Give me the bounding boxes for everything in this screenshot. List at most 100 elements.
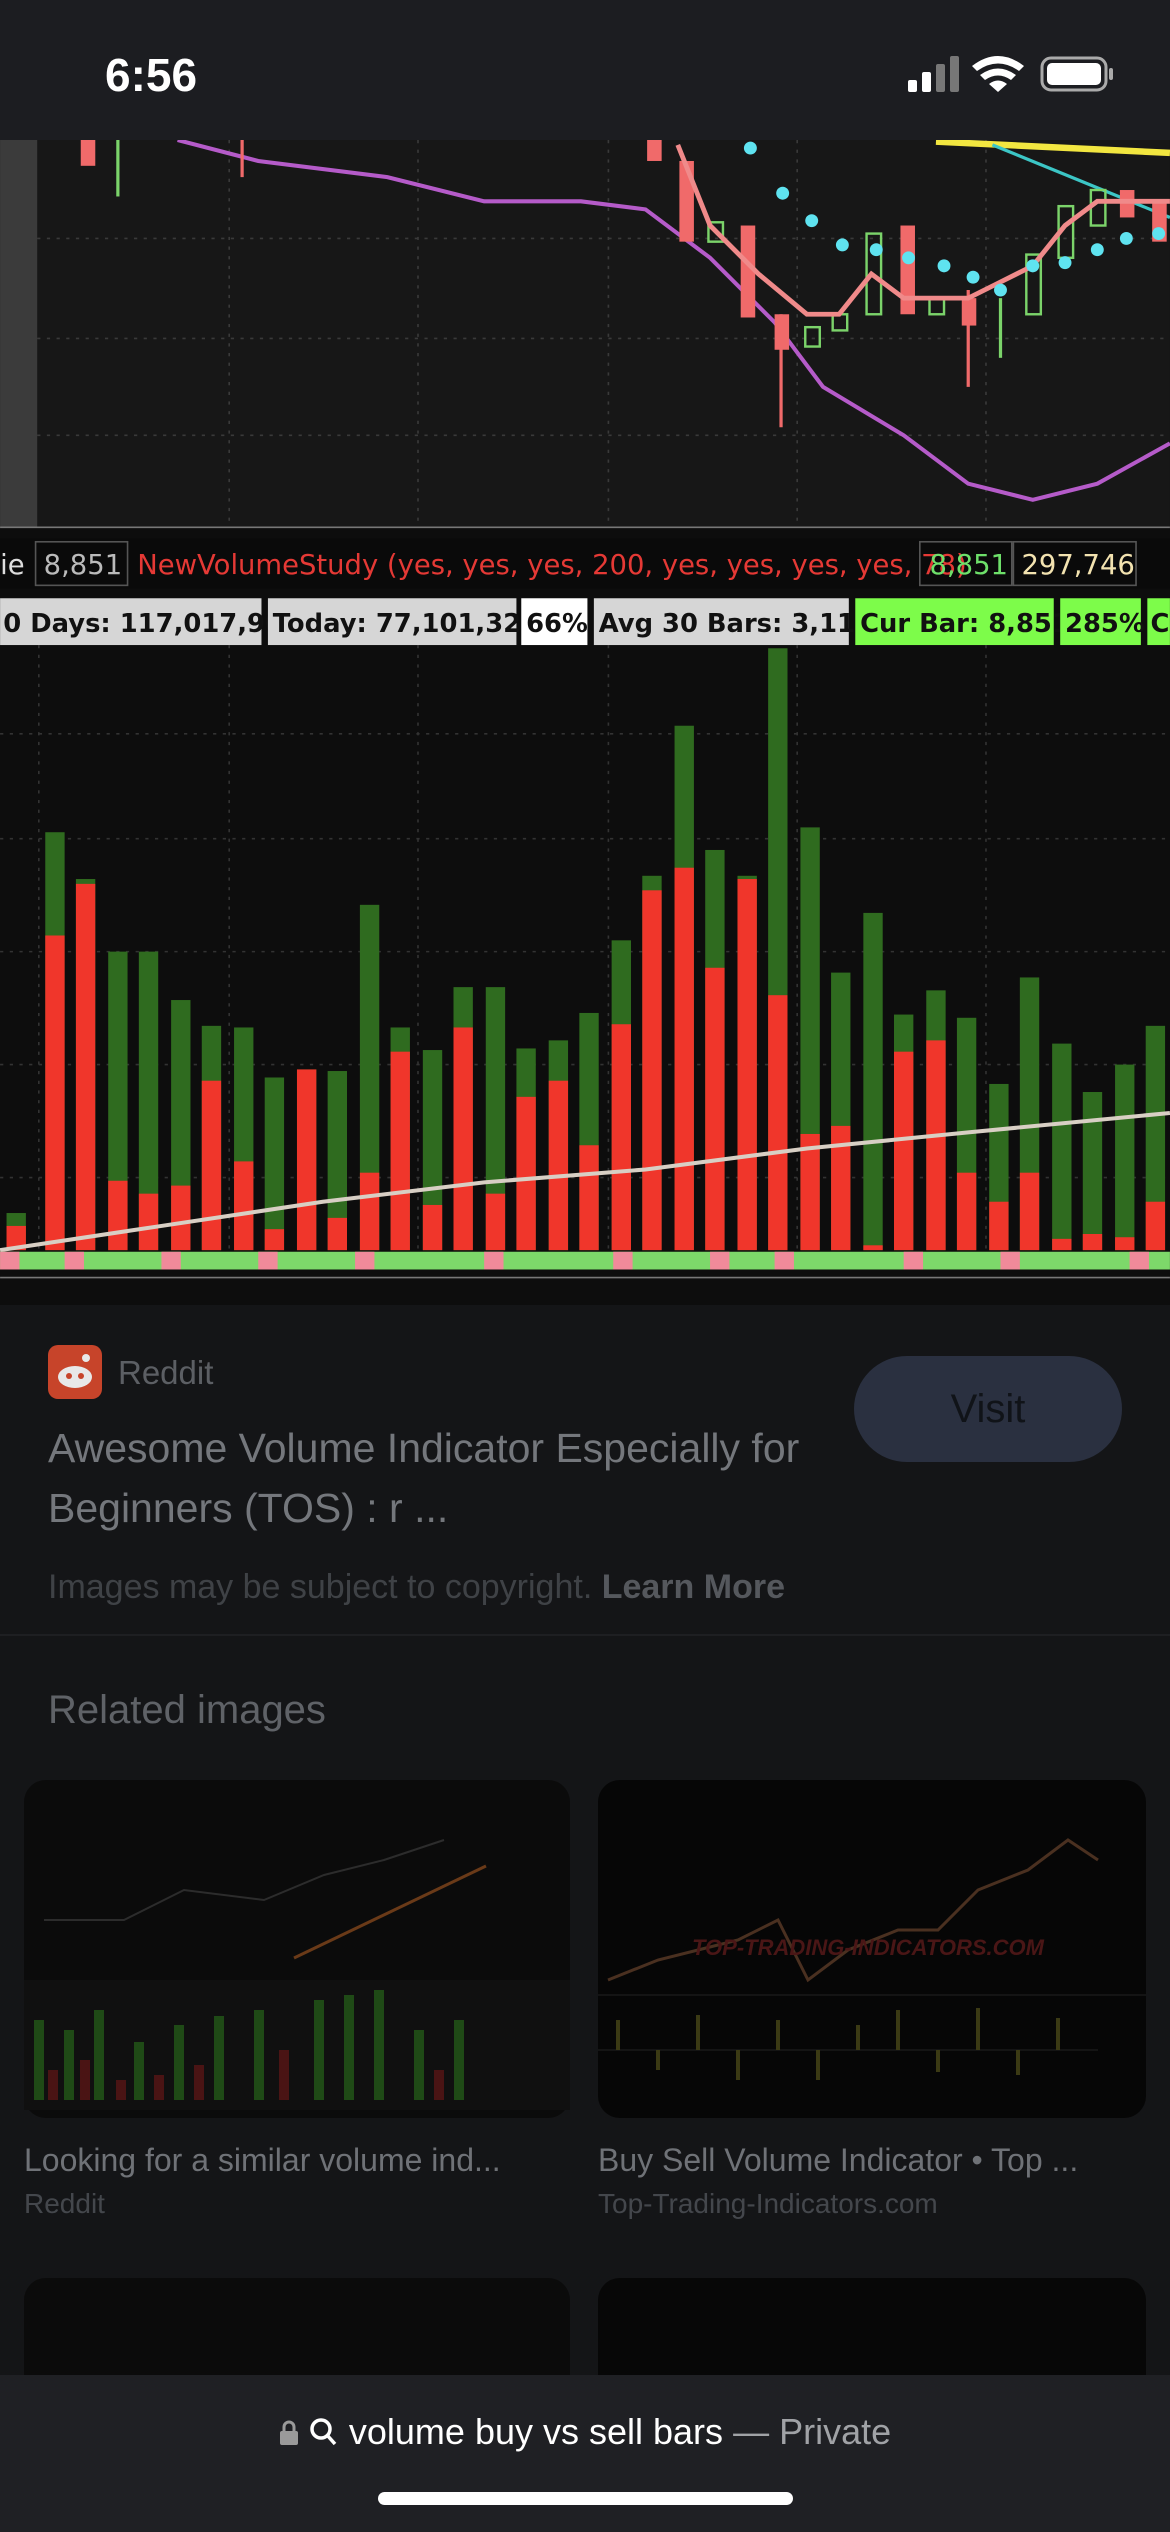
volume-bar	[1052, 1043, 1072, 1251]
candle	[804, 325, 821, 348]
search-query: volume buy vs sell bars	[348, 2411, 724, 2452]
candle	[647, 140, 662, 161]
sell-volume	[6, 867, 1166, 1251]
volume-bar	[1052, 1238, 1072, 1251]
volume-bar	[579, 1145, 599, 1251]
thumbnail-bars	[48, 2050, 444, 2100]
volume-bar	[171, 1185, 191, 1251]
home-indicator	[378, 2492, 793, 2505]
stat-text: Today: 77,101,324	[273, 609, 539, 639]
volume-bar	[45, 935, 65, 1251]
candle	[707, 221, 725, 243]
average-line	[935, 140, 1170, 157]
reddit-icon	[48, 1345, 102, 1399]
candle	[900, 225, 915, 315]
volume-bar	[893, 1051, 914, 1251]
battery-tip	[1109, 68, 1113, 80]
related-caption: Looking for a similar volume ind...	[24, 2142, 501, 2178]
volume-bar	[422, 1050, 443, 1251]
result-source: Reddit	[118, 1354, 214, 1391]
signal-bar	[936, 64, 945, 92]
related-source: Reddit	[24, 2188, 105, 2219]
candle	[865, 232, 883, 316]
study-volume: 8,851	[44, 550, 123, 581]
stat-text: Cur Bar: 8,851	[860, 609, 1070, 639]
volume-bar	[705, 967, 725, 1251]
average-line	[991, 143, 1170, 219]
volume-bar	[989, 1201, 1009, 1251]
thumbnail-background	[598, 1780, 1146, 2118]
candle	[961, 298, 977, 326]
volume-bar	[390, 1051, 410, 1251]
signal-dots	[743, 141, 1166, 297]
status-icons	[908, 56, 1113, 92]
volume-bar	[831, 1125, 851, 1251]
related-caption: Buy Sell Volume Indicator • Top ...	[598, 2142, 1079, 2178]
volume-bar	[485, 987, 506, 1251]
signal-dot	[1090, 243, 1104, 257]
volume-bar	[1145, 1201, 1166, 1251]
signal-dot	[902, 251, 915, 265]
notice-text: Images may be subject to copyright.	[48, 1568, 593, 1606]
volume-bar	[642, 890, 662, 1251]
thumbnail-arrow	[293, 1864, 487, 1960]
stat-box	[593, 598, 849, 646]
battery-outline	[1040, 56, 1108, 92]
study-value: 8,851	[929, 550, 1008, 581]
volume-bar	[453, 1027, 473, 1251]
volume-bar	[800, 1133, 820, 1251]
volume-average	[0, 1110, 1170, 1253]
signal-dot	[937, 259, 951, 273]
volume-bar	[327, 1217, 347, 1251]
learn-more-link[interactable]: Learn More	[601, 1568, 785, 1606]
volume-bar	[674, 867, 694, 1251]
battery-level	[1047, 63, 1101, 85]
chart-image: ie 8,851 NewVolumeStudy (yes, yes, yes, …	[0, 140, 1170, 1305]
thumbnail-watermark: TOP-TRADING-INDICATORS.COM	[692, 1935, 1045, 1960]
signal-bar	[950, 56, 959, 92]
stat-box	[521, 598, 588, 646]
volume-bar	[6, 1225, 26, 1251]
stat-box	[855, 598, 1054, 646]
related-thumbnail[interactable]	[24, 1780, 570, 2118]
signal-dot	[1152, 227, 1166, 241]
stat-text: 285%	[1065, 609, 1145, 639]
study-total: 297,746	[1021, 550, 1134, 581]
address-bar[interactable]: volume buy vs sell bars — Private	[0, 2375, 1170, 2532]
divider	[0, 1634, 1170, 1636]
stat-text: 66%	[526, 609, 588, 639]
volume-bar	[548, 1080, 569, 1251]
signal-bar	[922, 72, 931, 92]
search-icon	[310, 2418, 337, 2446]
stat-text: 0 Days: 117,017,900	[3, 609, 301, 639]
stat-box	[1060, 598, 1141, 646]
related-thumbnail[interactable]: TOP-TRADING-INDICATORS.COM	[598, 1780, 1146, 2118]
stat-text: C	[1151, 609, 1170, 639]
volume-bar	[75, 883, 96, 1251]
visit-button[interactable]: Visit	[854, 1356, 1122, 1462]
stat-text: Avg 30 Bars: 3,110	[599, 609, 873, 639]
volume-bar	[737, 879, 757, 1251]
volume-bar	[1082, 1092, 1103, 1251]
volume-bar	[768, 995, 788, 1251]
volume-bar	[422, 1204, 443, 1251]
signal-dot	[966, 270, 980, 284]
volume-bar	[201, 1080, 222, 1251]
signal-dot	[1058, 256, 1072, 270]
volume-bar	[138, 1193, 159, 1251]
result-title[interactable]: Awesome Volume Indicator Especially for …	[48, 1425, 800, 1531]
label-box	[919, 540, 1013, 587]
bar-strip	[0, 1251, 1170, 1270]
volume-grid	[0, 645, 1170, 1275]
related-thumbnail[interactable]	[598, 2278, 1146, 2375]
related-heading: Related images	[48, 1688, 326, 1732]
volume-bar	[863, 1245, 883, 1251]
thumbnail-line	[44, 1839, 445, 1921]
clock: 6:56	[105, 49, 198, 101]
volume-bar	[1115, 1237, 1135, 1251]
thumbnail-bars	[616, 2008, 1060, 2080]
related-thumbnail[interactable]	[24, 2278, 570, 2375]
candle	[774, 314, 790, 350]
volume-bar	[485, 1193, 506, 1251]
